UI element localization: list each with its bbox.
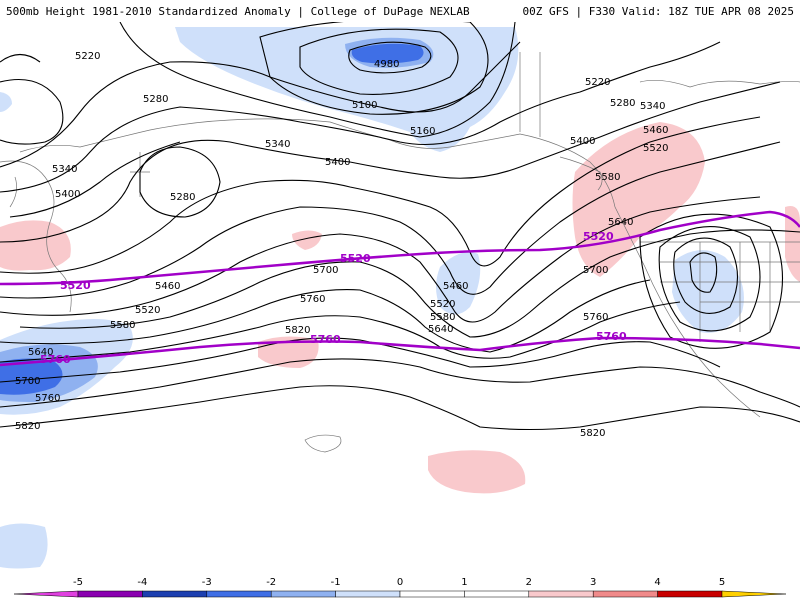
contour-label: 5280 — [170, 192, 195, 203]
colorbar-under-arrow — [13, 590, 79, 598]
contour-label: 4980 — [374, 59, 399, 70]
colorbar-tick-label: -3 — [202, 577, 212, 588]
contour-label: 5100 — [352, 100, 377, 111]
colorbar-tick-label: 0 — [397, 577, 403, 588]
contour-label: 5520 — [135, 305, 160, 316]
contour-label: 5460 — [443, 281, 468, 292]
contour-label: 5760 — [300, 294, 325, 305]
contour-label: 5580 — [430, 312, 455, 323]
climo-label: 5520 — [60, 279, 91, 292]
colorbar-tick-label: -5 — [73, 577, 83, 588]
colorbar-tick-label: 3 — [590, 577, 596, 588]
contour-label: 5400 — [570, 136, 595, 147]
colorbar-segment — [592, 590, 658, 598]
contour-labels: 5220 5280 5340 5400 5280 5340 5400 5460 … — [15, 51, 668, 439]
contour-label: 5700 — [15, 376, 40, 387]
climo-label: 5520 — [583, 230, 614, 243]
contour-label: 5820 — [15, 421, 40, 432]
map-title: 500mb Height 1981-2010 Standardized Anom… — [6, 5, 470, 18]
contour-label: 5640 — [28, 347, 53, 358]
model-run-info: 00Z GFS | F330 Valid: 18Z TUE APR 08 202… — [522, 5, 794, 18]
pos-anomaly-east-edge — [785, 206, 800, 282]
colorbar-over-arrow — [721, 590, 787, 598]
climo-label: 5520 — [340, 252, 371, 265]
contour-label: 5520 — [430, 299, 455, 310]
contour-label: 5700 — [583, 265, 608, 276]
colorbar-segment — [206, 590, 272, 598]
colorbar-segment — [464, 590, 530, 598]
climo-label: 5760 — [310, 333, 341, 346]
pos-anomaly-hawaii-region — [428, 450, 526, 494]
colorbar-segment — [657, 590, 723, 598]
climo-label: 5760 — [596, 330, 627, 343]
contour-label: 5160 — [410, 126, 435, 137]
contour-label: 5460 — [155, 281, 180, 292]
contour-label: 5580 — [595, 172, 620, 183]
colorbar-segment — [399, 590, 465, 598]
contour-label: 5640 — [428, 324, 453, 335]
contour-label: 5340 — [52, 164, 77, 175]
colorbar-segment — [528, 590, 594, 598]
contour-label: 5220 — [585, 77, 610, 88]
contour-label: 5400 — [325, 157, 350, 168]
pos-anomaly-pacific-nw — [572, 122, 705, 277]
contour-label: 5820 — [580, 428, 605, 439]
neg-anomaly-southwest-us — [672, 250, 744, 333]
contour-label: 5220 — [75, 51, 100, 62]
contour-label: 5520 — [643, 143, 668, 154]
pos-anomaly-central-pacific-a — [292, 230, 322, 250]
climo-5520-line — [0, 210, 800, 286]
anomaly-map: 5220 5280 5340 5400 5280 5340 5400 5460 … — [0, 22, 800, 572]
neg-anomaly-alaska — [175, 27, 519, 152]
neg-anomaly-west-pacific-3 — [0, 358, 63, 395]
colorbar-segment — [142, 590, 208, 598]
colorbar-segment — [77, 590, 143, 598]
contour-label: 5640 — [608, 217, 633, 228]
colorbar-tick-label: -1 — [331, 577, 341, 588]
contour-label: 5280 — [610, 98, 635, 109]
climatology-labels: 5520 5520 5520 5760 5760 5760 — [40, 230, 627, 366]
colorbar-tick-label: -2 — [266, 577, 276, 588]
contour-label: 5280 — [143, 94, 168, 105]
climo-5760-line — [0, 336, 800, 367]
pos-anomaly-japan — [0, 220, 71, 271]
colorbar-segment — [270, 590, 336, 598]
neg-anomaly-topleft — [0, 92, 12, 112]
colorbar-tick-label: 4 — [654, 577, 660, 588]
contour-label: 5760 — [583, 312, 608, 323]
contour-label: 5400 — [55, 189, 80, 200]
colorbar-tick-label: -4 — [137, 577, 147, 588]
map-canvas: 5220 5280 5340 5400 5280 5340 5400 5460 … — [0, 22, 800, 572]
contour-label: 5820 — [285, 325, 310, 336]
contour-label: 5340 — [640, 101, 665, 112]
contour-label: 5760 — [35, 393, 60, 404]
colorbar-tick-label: 2 — [526, 577, 532, 588]
neg-anomaly-alaska-max — [351, 43, 424, 64]
climatology-contours — [0, 210, 800, 367]
colorbar-tick-label: 5 — [719, 577, 725, 588]
colorbar-canvas: -5 -4 -3 -2 -1 0 1 2 3 4 5 — [13, 577, 787, 598]
climo-label: 5760 — [40, 353, 71, 366]
colorbar-segment — [335, 590, 401, 598]
contour-label: 5460 — [643, 125, 668, 136]
contour-label: 5340 — [265, 139, 290, 150]
contour-label: 5580 — [110, 320, 135, 331]
colorbar-tick-label: 1 — [461, 577, 467, 588]
anomaly-colorbar: -5 -4 -3 -2 -1 0 1 2 3 4 5 — [0, 572, 800, 600]
height-contours — [0, 22, 800, 431]
header: 500mb Height 1981-2010 Standardized Anom… — [0, 0, 800, 22]
contour-label: 5700 — [313, 265, 338, 276]
neg-anomaly-subtropics — [0, 523, 48, 569]
anomaly-shading — [0, 27, 800, 569]
